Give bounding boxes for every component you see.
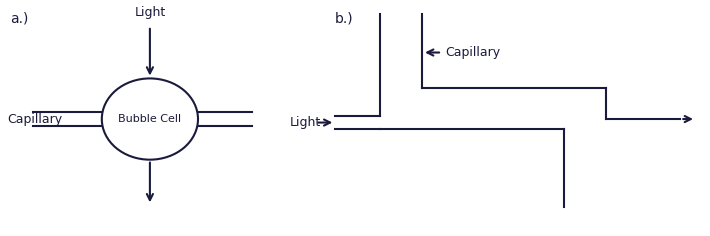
Text: Light: Light [134,6,165,19]
Ellipse shape [102,78,198,160]
Text: Light: Light [290,116,321,129]
Text: Capillary: Capillary [7,113,62,126]
Text: Capillary: Capillary [445,46,500,59]
Text: b.): b.) [335,12,354,26]
Text: a.): a.) [10,12,28,26]
Text: Bubble Cell: Bubble Cell [119,114,182,124]
